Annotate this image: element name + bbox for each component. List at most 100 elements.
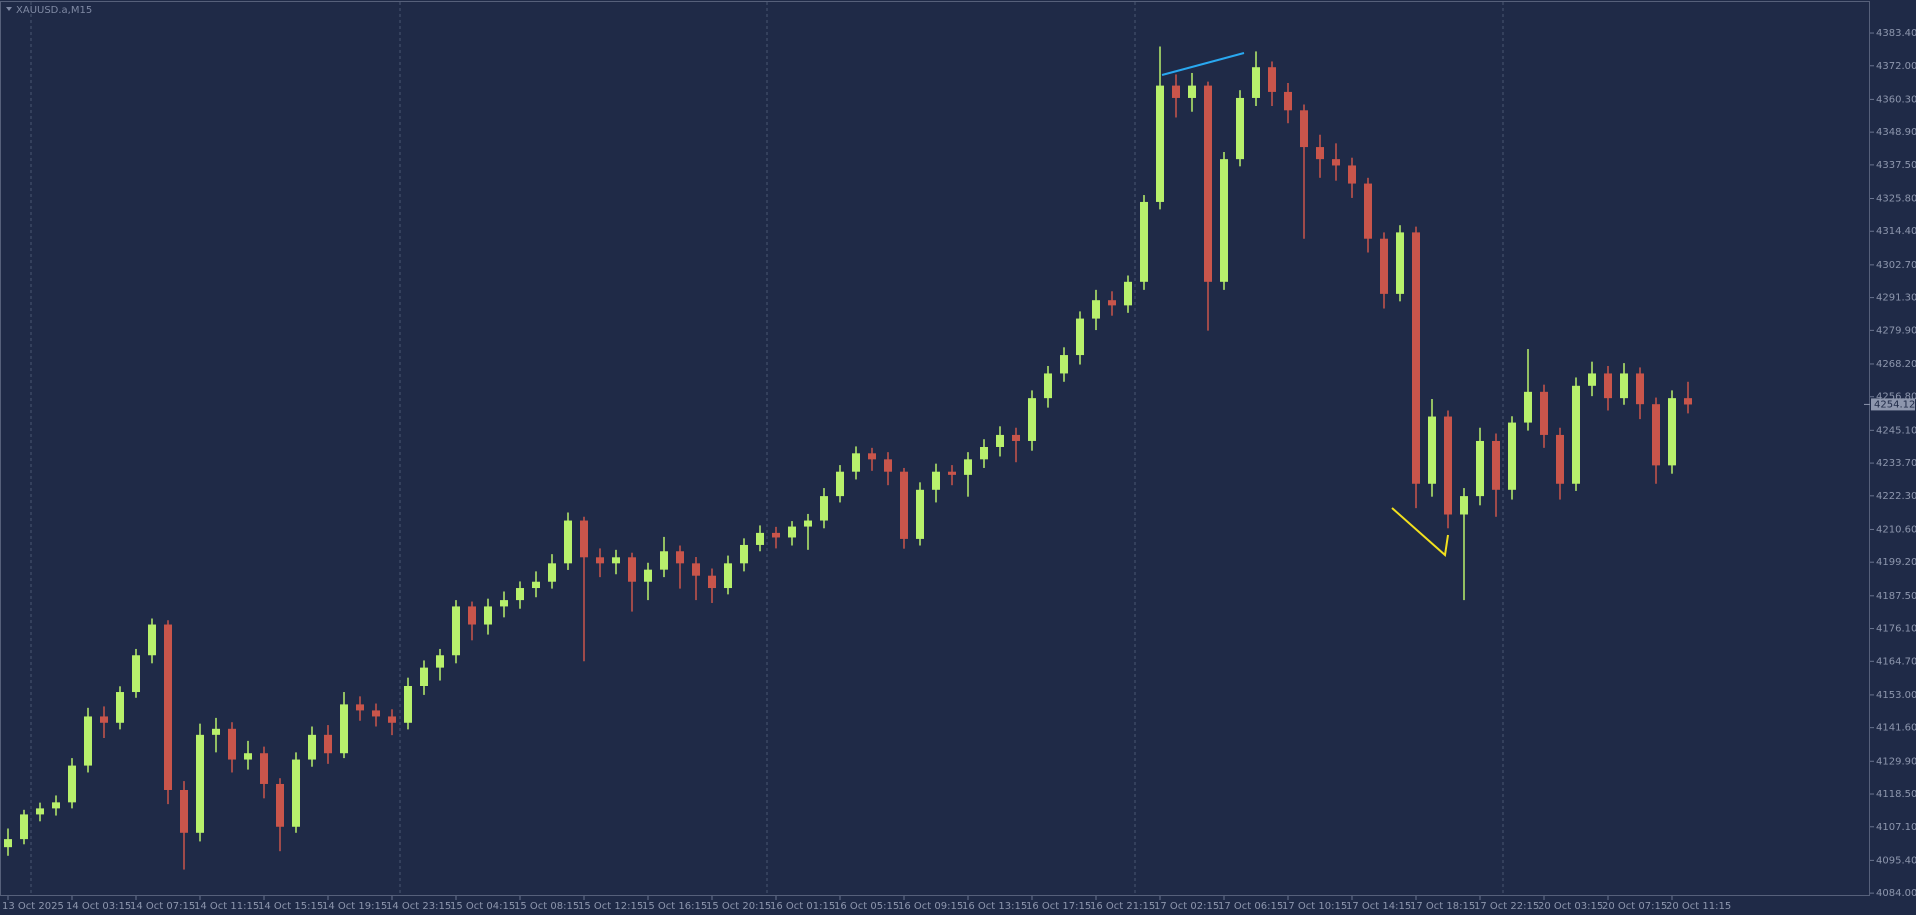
- candle-body: [484, 606, 492, 625]
- candle-body: [1332, 159, 1340, 166]
- x-tick-label: 14 Oct 07:15: [130, 901, 195, 912]
- y-tick-label: 4141.60: [1876, 723, 1916, 734]
- chart-title: XAUUSD.a,M15: [16, 5, 92, 16]
- candle-body: [1396, 232, 1404, 294]
- candle-body: [516, 588, 524, 601]
- candle-body: [1540, 391, 1548, 435]
- y-tick-label: 4268.20: [1876, 359, 1916, 370]
- candle-body: [84, 716, 92, 766]
- candle-body: [788, 526, 796, 538]
- candle-body: [404, 686, 412, 723]
- y-tick-label: 4129.90: [1876, 756, 1916, 767]
- candle-body: [1252, 67, 1260, 98]
- y-tick-label: 4360.30: [1876, 94, 1916, 105]
- candle-body: [1444, 416, 1452, 515]
- candle-body: [212, 728, 220, 735]
- candle-body: [116, 692, 124, 723]
- candle-body: [260, 753, 268, 784]
- candle-body: [68, 765, 76, 803]
- candle-body: [836, 471, 844, 497]
- y-tick-label: 4187.50: [1876, 591, 1916, 602]
- candle-body: [1588, 373, 1596, 386]
- y-tick-label: 4107.10: [1876, 822, 1916, 833]
- candle-body: [276, 783, 284, 827]
- candle-body: [292, 759, 300, 827]
- x-tick-label: 17 Oct 10:15: [1282, 901, 1347, 912]
- x-tick-label: 14 Oct 19:15: [322, 901, 387, 912]
- candle-body: [532, 581, 540, 589]
- candle-body: [164, 624, 172, 790]
- candle-body: [4, 839, 12, 848]
- candle-body: [628, 557, 636, 582]
- x-tick-label: 16 Oct 09:15: [898, 901, 963, 912]
- candle-body: [452, 606, 460, 656]
- candles: [4, 46, 1692, 870]
- y-tick-label: 4245.10: [1876, 425, 1916, 436]
- candle-body: [868, 453, 876, 460]
- candle-body: [708, 575, 716, 589]
- candle-body: [1348, 165, 1356, 184]
- x-tick-label: 16 Oct 13:15: [962, 901, 1027, 912]
- y-tick-label: 4164.70: [1876, 656, 1916, 667]
- candle-body: [932, 471, 940, 490]
- x-tick-label: 14 Oct 03:15: [66, 901, 131, 912]
- candle-body: [1620, 373, 1628, 399]
- x-tick-label: 15 Oct 08:15: [514, 901, 579, 912]
- candle-body: [132, 655, 140, 693]
- last-price-box: [1871, 398, 1915, 411]
- candle-body: [900, 471, 908, 539]
- candle-body: [388, 716, 396, 723]
- candle-body: [340, 704, 348, 754]
- candle-body: [308, 734, 316, 760]
- y-tick-label: 4383.40: [1876, 28, 1916, 39]
- candle-body: [1556, 434, 1564, 484]
- candle-body: [804, 520, 812, 527]
- candle-body: [244, 753, 252, 760]
- candle-body: [36, 808, 44, 815]
- candle-body: [1316, 147, 1324, 160]
- y-tick-label: 4337.50: [1876, 160, 1916, 171]
- y-tick-label: 4302.70: [1876, 260, 1916, 271]
- x-tick-label: 14 Oct 15:15: [258, 901, 323, 912]
- x-tick-label: 14 Oct 11:15: [194, 901, 259, 912]
- candle-body: [1412, 232, 1420, 484]
- y-tick-label: 4095.40: [1876, 855, 1916, 866]
- y-tick-label: 4233.70: [1876, 458, 1916, 469]
- candle-body: [420, 667, 428, 687]
- y-tick-label: 4314.40: [1876, 226, 1916, 237]
- y-tick-label: 4222.30: [1876, 491, 1916, 502]
- candle-body: [1668, 398, 1676, 466]
- candle-body: [20, 814, 28, 840]
- candle-body: [548, 563, 556, 582]
- candle-body: [1044, 373, 1052, 399]
- candle-body: [740, 544, 748, 564]
- candle-body: [1268, 67, 1276, 92]
- candle-body: [372, 710, 380, 717]
- y-tick-label: 4291.30: [1876, 293, 1916, 304]
- y-tick-label: 4153.00: [1876, 690, 1916, 701]
- y-tick-label: 4210.60: [1876, 524, 1916, 535]
- candle-body: [564, 520, 572, 564]
- y-tick-label: 4199.20: [1876, 557, 1916, 568]
- candle-body: [1076, 318, 1084, 356]
- candle-body: [436, 655, 444, 668]
- candle-body: [692, 563, 700, 576]
- x-tick-label: 20 Oct 11:15: [1666, 901, 1731, 912]
- candle-body: [596, 557, 604, 564]
- x-tick-label: 15 Oct 04:15: [450, 901, 515, 912]
- candle-body: [1492, 440, 1500, 490]
- candle-body: [660, 551, 668, 570]
- candle-body: [1460, 496, 1468, 515]
- candle-body: [1380, 238, 1388, 294]
- candle-body: [100, 716, 108, 723]
- trend-line: [1161, 52, 1245, 76]
- candle-body: [852, 453, 860, 472]
- candle-body: [644, 569, 652, 582]
- x-tick-label: 17 Oct 22:15: [1474, 901, 1539, 912]
- candle-body: [1364, 183, 1372, 239]
- x-tick-label: 16 Oct 21:15: [1090, 901, 1155, 912]
- candle-body: [772, 532, 780, 538]
- x-tick-label: 13 Oct 2025: [2, 901, 64, 912]
- candle-body: [500, 600, 508, 607]
- candle-body: [1284, 91, 1292, 111]
